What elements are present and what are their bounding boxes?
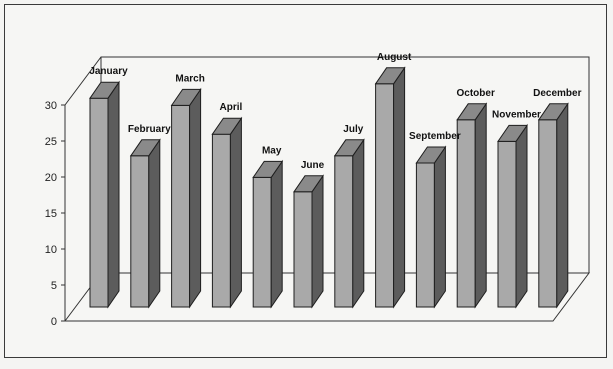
- bar-side: [311, 174, 324, 309]
- bar-front: [130, 155, 150, 308]
- category-label: July: [343, 124, 363, 135]
- bar: [293, 174, 324, 309]
- bar-side: [270, 159, 283, 309]
- bar-side: [352, 138, 365, 309]
- category-label: September: [409, 131, 461, 142]
- bar: [374, 66, 406, 309]
- chart-frame: 0 5 10 15 20 25 30 January February March April Ma…: [4, 4, 607, 358]
- bar-side: [148, 138, 161, 309]
- bars: [89, 66, 569, 309]
- category-label: August: [377, 52, 412, 63]
- bar-top: [211, 117, 243, 135]
- bar: [170, 87, 202, 309]
- category-labels: January February March April May June July Augu…: [89, 52, 581, 171]
- bar-side: [433, 145, 446, 309]
- y-tick-label: 30: [45, 100, 57, 112]
- bar-front: [252, 176, 272, 308]
- bar-top: [537, 103, 569, 121]
- bar-side: [393, 66, 406, 309]
- bar-side: [229, 116, 242, 309]
- bar-front: [211, 133, 231, 308]
- bar-top: [129, 139, 161, 157]
- bar-side: [556, 102, 569, 309]
- bar-front: [89, 97, 109, 308]
- bar-side: [515, 123, 528, 309]
- y-tick-label: 10: [45, 244, 57, 256]
- bar-front: [415, 162, 435, 308]
- category-label: January: [89, 66, 128, 77]
- bar-front: [293, 191, 313, 308]
- bar-top: [374, 67, 406, 85]
- bar-top: [293, 175, 324, 193]
- bar: [497, 123, 528, 309]
- bar-side: [107, 80, 120, 309]
- category-label: December: [533, 88, 581, 99]
- y-tick-label: 20: [45, 172, 57, 184]
- bar-top: [456, 103, 488, 121]
- bar-top: [497, 124, 528, 142]
- bar: [415, 145, 447, 309]
- category-label: May: [262, 145, 282, 156]
- back-wall-outline: [64, 56, 590, 273]
- floor-outline: [64, 272, 590, 322]
- category-label: October: [457, 88, 495, 99]
- bar: [333, 138, 365, 309]
- bar-front: [375, 83, 395, 308]
- y-tick-label: 25: [45, 136, 57, 148]
- bar-top: [415, 146, 447, 164]
- bar-front: [334, 155, 354, 308]
- bar: [129, 138, 161, 309]
- bar-top: [333, 139, 365, 157]
- y-tick-label: 0: [51, 316, 57, 328]
- bar: [211, 116, 243, 309]
- category-label: April: [220, 102, 243, 113]
- y-tick-label: 15: [45, 208, 57, 220]
- bar-front: [456, 119, 476, 308]
- category-label: June: [301, 160, 325, 171]
- category-label: March: [175, 73, 204, 84]
- bar-front: [497, 140, 517, 308]
- bar-chart: 0 5 10 15 20 25 30 January February March April Ma…: [45, 52, 590, 328]
- bar-side: [189, 87, 202, 309]
- bar: [456, 102, 488, 309]
- bar: [252, 159, 284, 309]
- bar-front: [171, 104, 191, 308]
- category-label: November: [492, 109, 541, 120]
- y-tick-label: 5: [51, 280, 57, 292]
- bar: [89, 80, 120, 309]
- bar: [537, 102, 569, 309]
- bar-front: [538, 119, 558, 308]
- y-axis: 0 5 10 15 20 25 30: [45, 100, 66, 328]
- bar-top: [89, 81, 120, 99]
- bar-side: [474, 102, 487, 309]
- category-label: February: [128, 124, 171, 135]
- bar-top: [170, 88, 202, 106]
- bar-top: [252, 160, 284, 178]
